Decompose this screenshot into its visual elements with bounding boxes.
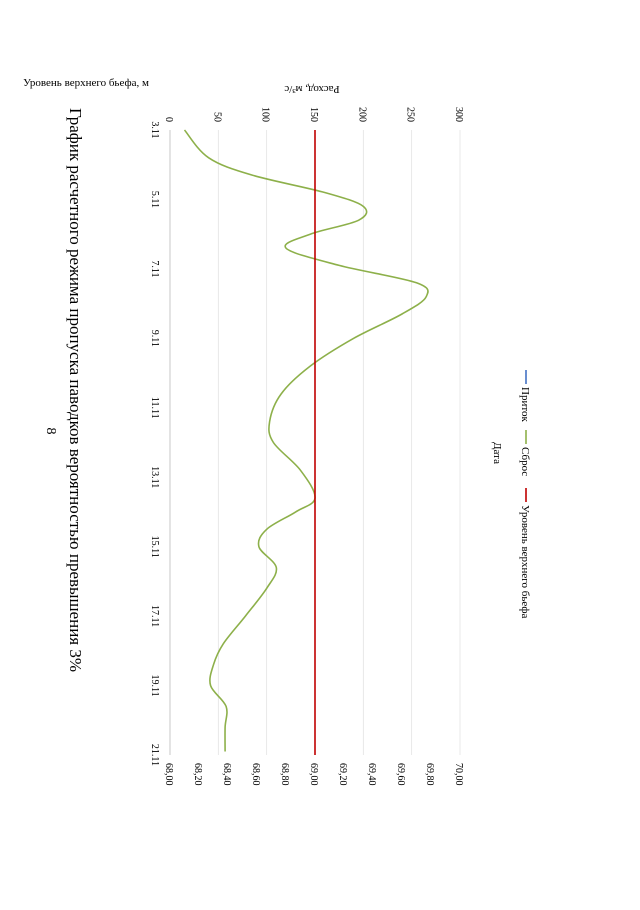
x-tick-labels: 3.11 5.11 7.11 9.11 11.11 13.11 15.11 17.11 19.1… bbox=[149, 121, 160, 766]
x-tick-label: 3.11 bbox=[149, 121, 160, 138]
legend-label: Приток bbox=[519, 387, 531, 422]
y2-tick-label: 68,00 bbox=[163, 763, 174, 786]
y-tick-label: 0 bbox=[163, 117, 174, 122]
y2-tick-label: 68,60 bbox=[250, 763, 261, 786]
x-tick-label: 5.11 bbox=[149, 191, 160, 208]
y2-tick-label: 69,60 bbox=[395, 763, 406, 786]
x-axis-label: Дата bbox=[491, 442, 503, 464]
y-tick-label: 200 bbox=[356, 107, 367, 122]
x-tick-label: 19.11 bbox=[149, 674, 160, 696]
y-tick-label: 250 bbox=[405, 107, 416, 122]
y-tick-label: 150 bbox=[308, 107, 319, 122]
y-tick-label: 100 bbox=[260, 107, 271, 122]
y2-tick-label: 68,80 bbox=[279, 763, 290, 786]
legend-label: Уровень верхнего бьефа bbox=[519, 505, 531, 619]
chart-title: График расчетного режима пропуска паводк… bbox=[66, 108, 85, 672]
x-tick-label: 21.11 bbox=[149, 744, 160, 766]
series-line-Сброс bbox=[183, 129, 429, 752]
x-tick-label: 17.11 bbox=[149, 605, 160, 627]
x-tick-label: 7.11 bbox=[149, 260, 160, 277]
legend-label: Сброс bbox=[519, 447, 531, 476]
y2-tick-label: 69,80 bbox=[424, 763, 435, 786]
y2-tick-labels: 68,00 68,20 68,40 68,60 68,80 69,00 69,20 69,40… bbox=[163, 763, 464, 786]
y-tick-label: 50 bbox=[211, 112, 222, 122]
y2-axis-label: Уровень верхнего бьефа, м bbox=[23, 77, 149, 89]
y-tick-label: 300 bbox=[453, 107, 464, 122]
y2-tick-label: 68,20 bbox=[192, 763, 203, 786]
x-tick-label: 13.11 bbox=[149, 466, 160, 488]
y2-tick-label: 69,20 bbox=[337, 763, 348, 786]
chart-rotated: График расчетного режима пропуска паводк… bbox=[23, 77, 531, 786]
x-tick-label: 9.11 bbox=[149, 330, 160, 347]
x-tick-label: 11.11 bbox=[149, 397, 160, 419]
legend: Приток Сброс Уровень верхнего бьефа bbox=[519, 370, 531, 619]
y-axis-label: Расход, м³/с bbox=[284, 83, 339, 95]
y-tick-labels: 0 50 100 150 200 250 300 bbox=[163, 107, 464, 122]
y2-tick-label: 69,40 bbox=[366, 763, 377, 786]
y2-tick-label: 69,00 bbox=[308, 763, 319, 786]
page-number: 8 bbox=[43, 428, 58, 435]
y2-tick-label: 70,00 bbox=[453, 763, 464, 786]
x-tick-label: 15.11 bbox=[149, 536, 160, 558]
series-lines bbox=[183, 129, 429, 755]
y2-tick-label: 68,40 bbox=[221, 763, 232, 786]
